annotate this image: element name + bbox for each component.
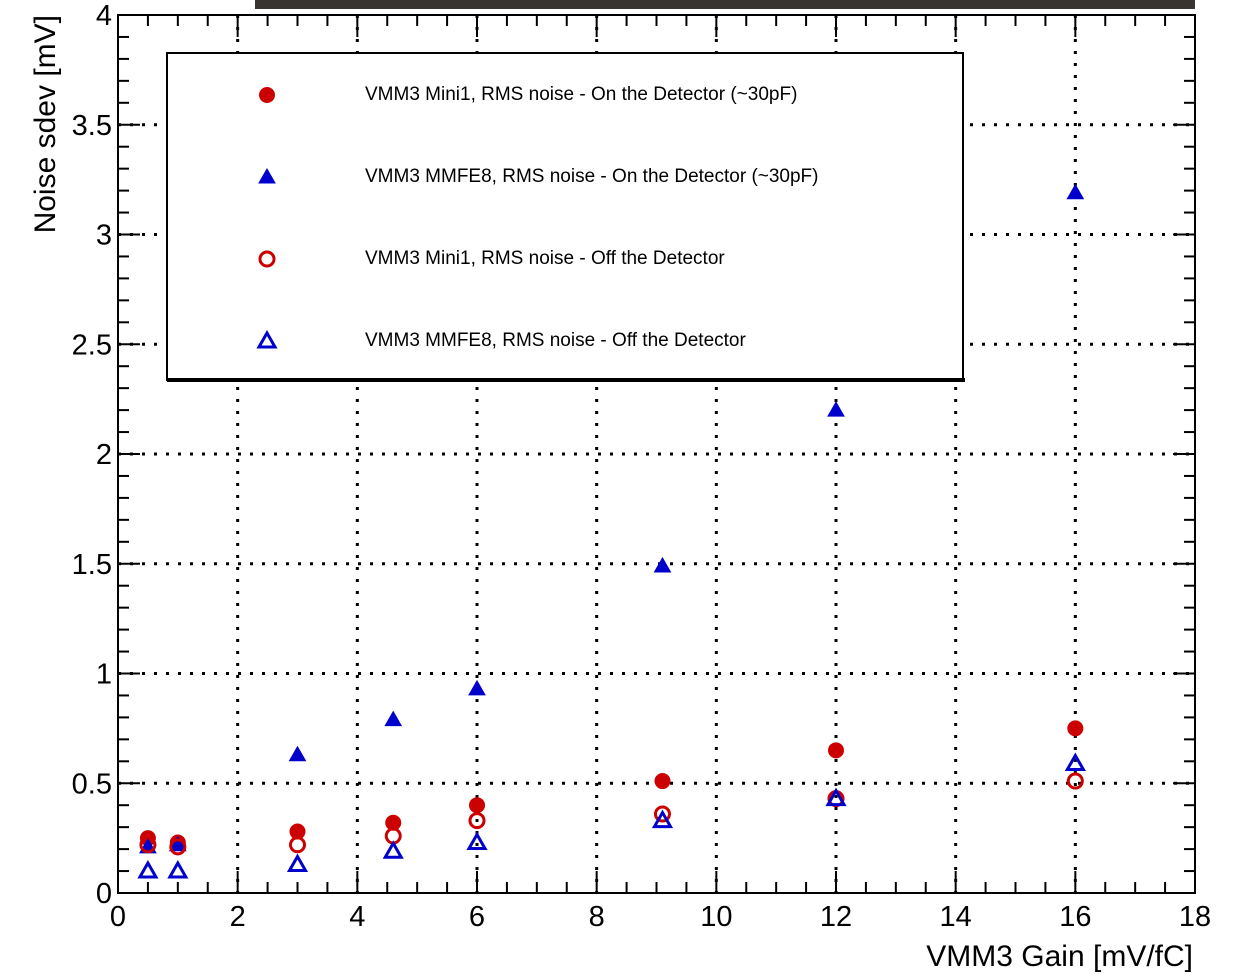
x-tick-label: 12 (820, 901, 852, 933)
x-tick-label: 10 (700, 901, 732, 933)
x-axis-title: VMM3 Gain [mV/fC] (926, 940, 1193, 973)
legend-label: VMM3 MMFE8, RMS noise - Off the Detector (365, 330, 746, 351)
point (828, 742, 844, 759)
y-tick-label: 4 (96, 0, 112, 32)
point (167, 860, 189, 879)
point (651, 809, 674, 829)
y-tick-label: 2.5 (72, 329, 112, 361)
legend-marker (259, 87, 275, 103)
point (1066, 183, 1085, 200)
ticks: 0 2 4 6 8 10 12 14 16 18 0 0.5 1 1.5 2 2.5 3 3.5 4 (72, 0, 1211, 933)
plot-frame (117, 14, 1196, 894)
y-tick-label: 0 (96, 878, 112, 910)
legend-shadow (167, 378, 965, 382)
x-tick-label: 16 (1059, 901, 1091, 933)
point (466, 831, 488, 851)
y-tick-label: 0.5 (72, 768, 112, 800)
legend-label: VMM3 Mini1, RMS noise - On the Detector … (365, 84, 797, 105)
legend-label: VMM3 MMFE8, RMS noise - On the Detector … (365, 166, 819, 187)
point (469, 797, 485, 814)
photo-strip (255, 0, 1195, 9)
x-tick-label: 18 (1179, 901, 1211, 933)
point (288, 745, 307, 762)
y-tick-label: 2 (96, 439, 112, 471)
point (1067, 720, 1084, 737)
x-tick-label: 2 (230, 901, 246, 933)
legend-marker (256, 329, 278, 349)
legend: VMM3 Mini1, RMS noise - On the Detector … (166, 52, 965, 382)
point (382, 840, 404, 859)
point (1064, 752, 1086, 771)
x-tick-label: 14 (940, 901, 972, 933)
point (468, 679, 486, 696)
point (286, 853, 309, 872)
x-tick-label: 8 (589, 901, 605, 933)
legend-label: VMM3 Mini1, RMS noise - Off the Detector (365, 248, 725, 269)
x-tick-label: 6 (469, 901, 485, 933)
point (139, 836, 157, 854)
point (654, 773, 671, 790)
point (827, 401, 845, 417)
y-tick-label: 3.5 (72, 110, 112, 142)
point (168, 835, 187, 852)
x-tick-label: 4 (349, 901, 365, 933)
legend-marker (258, 167, 276, 184)
point (653, 556, 672, 573)
point (468, 812, 486, 830)
x-tick-label: 0 (110, 901, 126, 933)
y-axis-title: Noise sdev [mV] (29, 15, 62, 233)
point (289, 836, 306, 854)
y-tick-label: 3 (96, 220, 112, 252)
legend-box (166, 52, 964, 381)
point (384, 710, 403, 727)
legend-marker (258, 250, 276, 268)
y-tick-label: 1 (96, 659, 112, 691)
marks (137, 183, 1086, 879)
point (653, 805, 671, 823)
point (137, 860, 159, 879)
point (825, 787, 847, 807)
point (169, 838, 187, 856)
point (1066, 772, 1084, 790)
y-tick-label: 1.5 (72, 549, 112, 581)
